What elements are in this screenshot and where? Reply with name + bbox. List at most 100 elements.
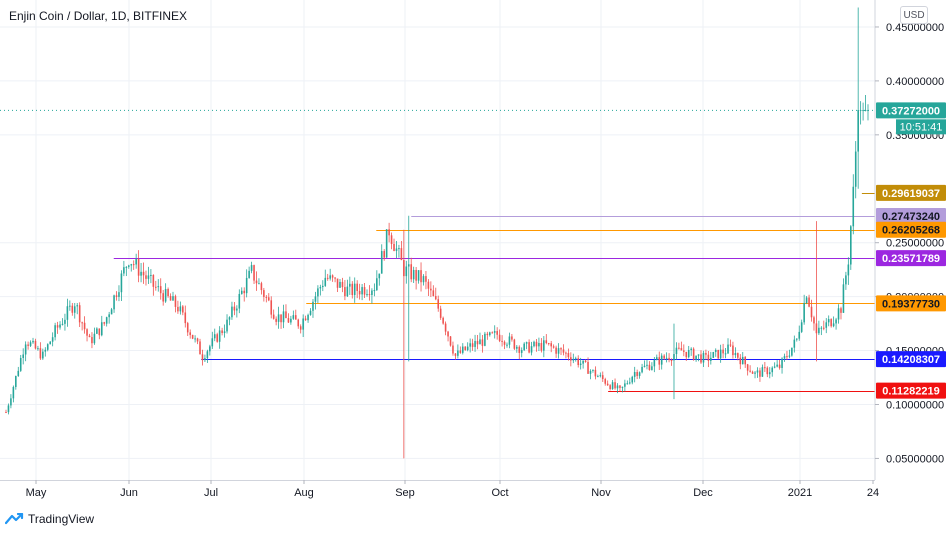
candle-body xyxy=(665,357,668,359)
candle-body xyxy=(614,382,616,389)
candle-body xyxy=(646,364,648,366)
candle-body xyxy=(653,359,656,367)
candle-body xyxy=(346,286,349,297)
candle-body xyxy=(724,353,727,355)
candle-body xyxy=(768,372,771,375)
candle-body xyxy=(808,297,810,307)
candle-body xyxy=(307,314,309,321)
time-tick-label: Aug xyxy=(294,487,314,499)
candle-body xyxy=(422,276,425,283)
candle-body xyxy=(385,229,388,258)
candle-body xyxy=(518,346,521,353)
candle-body xyxy=(51,337,54,342)
candle-body xyxy=(290,318,292,323)
candle-body xyxy=(766,367,769,375)
candle-body xyxy=(484,333,486,346)
candle-body xyxy=(737,353,739,358)
candle-body xyxy=(282,311,285,323)
candle-body xyxy=(15,375,17,387)
candle-body xyxy=(44,349,47,352)
candle-body xyxy=(479,339,481,345)
candle-body xyxy=(137,259,140,276)
candle-body xyxy=(270,300,273,315)
candle-body xyxy=(184,312,187,324)
candle-body xyxy=(511,336,513,340)
currency-button[interactable]: USD xyxy=(900,6,928,24)
candle-body xyxy=(589,370,592,374)
candle-body xyxy=(258,283,260,285)
candle-body xyxy=(238,293,241,309)
candle-body xyxy=(609,385,611,390)
candle-body xyxy=(427,281,430,289)
candle-body xyxy=(827,319,830,323)
candle-body xyxy=(59,324,61,328)
candle-body xyxy=(118,292,120,297)
time-tick-label: Oct xyxy=(491,487,508,499)
candle-body xyxy=(582,360,584,364)
time-tick-label: Sep xyxy=(395,487,415,499)
candle-body xyxy=(616,385,619,389)
candle-body xyxy=(668,357,670,361)
candle-body xyxy=(105,317,108,324)
candle-body xyxy=(417,270,420,281)
candle-body xyxy=(56,325,59,328)
candle-body xyxy=(326,277,329,279)
candle-body xyxy=(162,293,164,302)
candle-body xyxy=(167,289,169,297)
candle-body xyxy=(211,338,214,347)
candle-body xyxy=(275,318,277,322)
candle-body xyxy=(520,350,523,353)
time-tick-label: Jun xyxy=(120,487,138,499)
candle-body xyxy=(81,322,83,324)
candle-body xyxy=(66,306,69,320)
candle-body xyxy=(862,110,864,112)
candle-body xyxy=(626,383,629,385)
time-tick-label: Nov xyxy=(591,487,611,499)
candle-body xyxy=(842,284,845,313)
candle-body xyxy=(719,349,722,359)
candle-body xyxy=(655,357,658,360)
level-price-label: 0.26205268 xyxy=(882,225,940,237)
time-tick-label: 24 xyxy=(867,487,879,499)
footer-brand[interactable]: TradingView xyxy=(28,512,95,526)
candle-body xyxy=(240,290,243,294)
candle-body xyxy=(631,376,634,383)
candle-body xyxy=(633,371,636,377)
candle-body xyxy=(552,346,555,348)
candle-body xyxy=(39,348,42,359)
candle-body xyxy=(265,296,268,298)
candle-body xyxy=(673,354,675,361)
candle-body xyxy=(132,264,135,266)
candle-body xyxy=(177,306,179,312)
candle-body xyxy=(493,331,496,333)
candle-body xyxy=(349,283,351,287)
candle-body xyxy=(34,340,37,349)
candle-body xyxy=(287,318,290,323)
candle-body xyxy=(91,337,93,344)
footer: TradingView xyxy=(0,508,949,530)
candle-body xyxy=(147,275,150,279)
level-price-label: 0.19377730 xyxy=(882,298,940,310)
candle-body xyxy=(100,322,103,336)
candle-body xyxy=(756,370,759,373)
candle-body xyxy=(209,346,211,352)
candle-body xyxy=(695,355,697,360)
candle-body xyxy=(157,286,160,288)
candle-body xyxy=(255,280,258,284)
last-price-label-bg xyxy=(876,102,946,119)
candle-body xyxy=(223,331,226,334)
level-price-label-bg xyxy=(876,295,946,312)
tradingview-logo-icon[interactable] xyxy=(5,513,25,525)
candle-body xyxy=(498,334,501,341)
candle-body xyxy=(5,412,7,414)
candle-body xyxy=(565,352,567,354)
candle-body xyxy=(356,283,358,291)
price-tick-label: 0.05000000 xyxy=(886,453,944,465)
candle-body xyxy=(771,367,774,373)
countdown-label: 10:51:41 xyxy=(900,121,943,133)
candle-body xyxy=(606,383,609,386)
candle-body xyxy=(206,351,209,359)
candle-body xyxy=(678,347,680,349)
